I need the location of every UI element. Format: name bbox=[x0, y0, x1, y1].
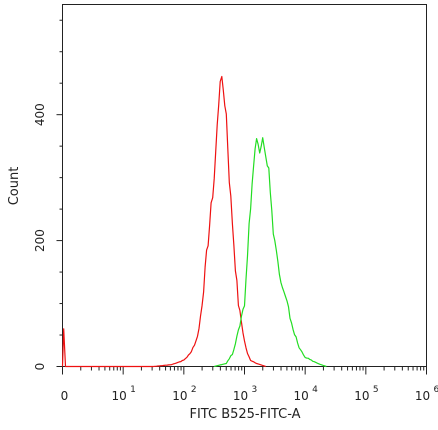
x-axis-label: FITC B525-FITC-A bbox=[190, 407, 301, 422]
x-tick-exponent: 3 bbox=[252, 385, 258, 395]
y-axis-label: Count bbox=[7, 167, 22, 206]
series-layer bbox=[63, 77, 327, 367]
histogram-series-2 bbox=[214, 138, 326, 367]
plot-frame bbox=[63, 5, 427, 367]
x-tick-label: 10 bbox=[233, 389, 248, 403]
y-tick-label: 0 bbox=[33, 363, 47, 371]
x-tick-exponent: 4 bbox=[312, 385, 318, 395]
y-tick-label: 200 bbox=[33, 229, 47, 252]
x-tick-exponent: 2 bbox=[191, 385, 197, 395]
x-tick-label: 10 bbox=[354, 389, 369, 403]
x-tick-exponent: 5 bbox=[373, 385, 379, 395]
x-tick-exponent: 1 bbox=[130, 385, 136, 395]
x-tick-label: 10 bbox=[172, 389, 187, 403]
x-tick-label: 0 bbox=[61, 389, 69, 403]
y-tick-label: 400 bbox=[33, 103, 47, 126]
histogram-series-1 bbox=[63, 77, 266, 367]
x-tick-label: 10 bbox=[294, 389, 309, 403]
y-axis: 0 200 400 bbox=[33, 20, 63, 370]
x-tick-label: 10 bbox=[112, 389, 127, 403]
x-tick-label: 10 bbox=[415, 389, 430, 403]
x-tick-exponent: 6 bbox=[434, 385, 438, 395]
